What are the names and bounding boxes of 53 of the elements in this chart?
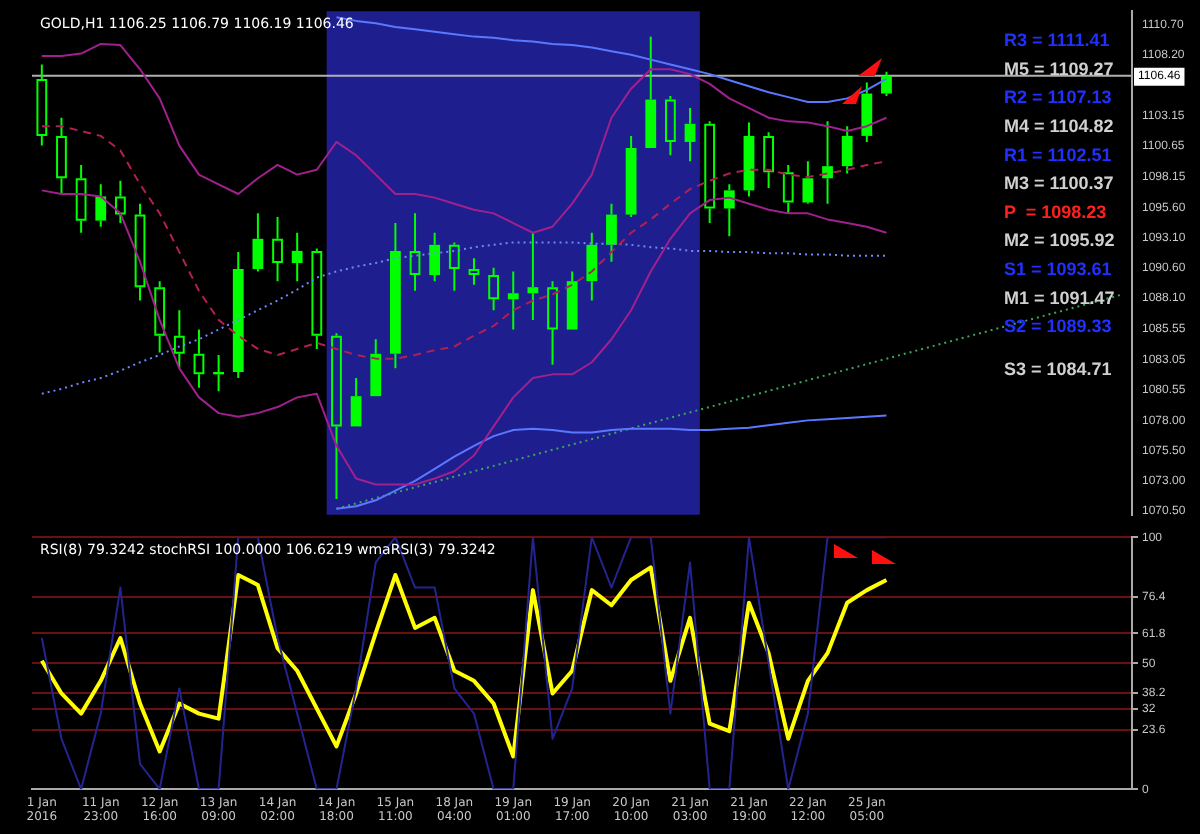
candlestick [114,179,126,225]
candlestick [704,120,716,225]
candlestick [448,241,460,292]
candlestick [664,94,676,157]
candlestick [606,202,617,263]
candlestick [311,247,323,350]
annotation: R1 = 1102.51 [1004,144,1112,165]
annotation: S2 = 1089.33 [1004,316,1112,337]
annotation: M1 = 1091.47 [1004,287,1115,308]
candlestick [409,212,421,292]
candlestick [488,266,500,312]
candlestick [684,107,696,163]
candlestick [763,131,775,189]
candlestick [56,116,67,195]
candlestick [645,35,657,148]
candlestick [429,231,441,283]
candlestick [36,63,48,147]
candlestick [154,280,166,354]
candlestick [566,270,578,330]
candlestick [272,216,283,283]
candlestick [134,202,146,302]
annotation: R3 = 1111.41 [1004,30,1110,51]
candlestick [527,231,539,321]
candlestick [291,231,303,283]
candlestick [547,280,558,366]
candlestick [370,338,382,397]
candlestick [743,121,755,198]
candlestick [723,183,735,238]
annotation: M3 = 1100.37 [1004,173,1114,194]
annotation: M2 = 1095.92 [1004,230,1115,251]
candlestick [232,251,244,380]
candlestick [95,183,107,228]
candlestick [822,120,833,205]
annotation: R2 = 1107.13 [1004,87,1112,108]
candlestick [75,163,87,234]
candlestick [331,332,342,501]
candlestick [881,70,892,97]
candlestick [507,270,519,331]
candlestick [625,134,637,218]
candlestick [782,163,794,215]
annotation: M4 = 1104.82 [1004,115,1114,136]
annotation: S3 = 1084.71 [1004,358,1112,379]
annotation: M5 = 1109.27 [1004,58,1114,79]
candlestick [802,160,814,203]
annotation: S1 = 1093.61 [1004,258,1112,279]
candlestick [468,257,480,286]
candlestick [252,212,264,273]
candlestick [193,328,205,389]
candlestick [389,222,401,370]
annotation: P = 1098.23 [1004,201,1107,222]
candlestick [173,309,185,370]
candlestick [350,377,362,427]
candlestick [586,231,598,302]
